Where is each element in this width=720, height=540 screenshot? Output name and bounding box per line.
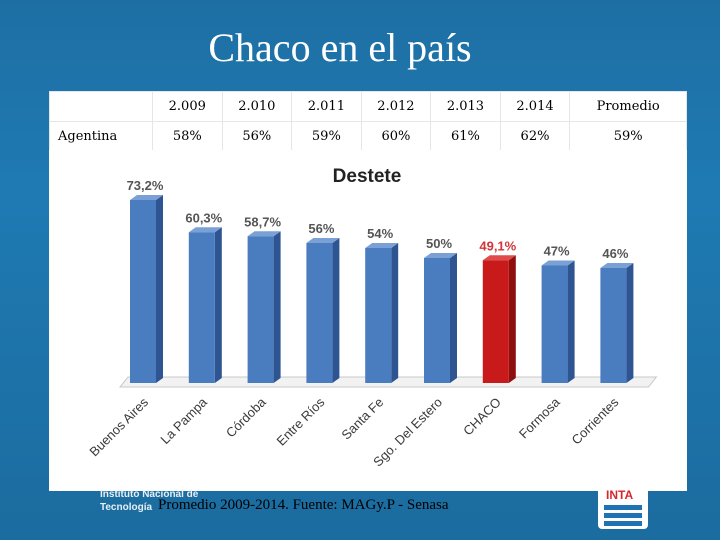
bar-side: [156, 195, 163, 383]
bar-top: [247, 231, 281, 237]
data-label: 50%: [426, 236, 452, 251]
data-label: 60,3%: [185, 210, 222, 225]
bar-formosa: [541, 265, 568, 383]
bar-top: [600, 263, 634, 268]
bar-top: [424, 253, 457, 258]
bar-corrientes: [600, 268, 627, 383]
bar-side: [391, 243, 399, 383]
bar-top: [365, 243, 399, 248]
table-cell: 62%: [499, 121, 571, 152]
table-header-cell: [49, 91, 153, 122]
inta-logo-stripe: [604, 521, 642, 526]
category-label: CHACO: [460, 395, 504, 439]
bar-side: [450, 253, 457, 383]
bar-side: [214, 227, 222, 383]
data-label: 58,7%: [244, 214, 281, 229]
table-cell: 59%: [569, 121, 687, 152]
bar-la-pampa: [188, 232, 215, 383]
data-label: 54%: [367, 226, 393, 241]
inta-logo-stripe: [604, 505, 642, 510]
category-label: Corrientes: [569, 394, 622, 447]
bar-side: [626, 263, 634, 383]
destete-bar-chart: Destete 73,2% Buenos Aires 60,3% La Pampa 58,…: [86, 166, 658, 470]
table-row: Agentina 58% 56% 59% 60% 61% 62% 59%: [49, 121, 687, 152]
institute-logo-line: Tecnología: [100, 502, 153, 513]
source-note: Promedio 2009-2014. Fuente: MAGy.P - Sen…: [158, 497, 449, 513]
inta-logo-word: INTA: [606, 488, 634, 502]
table-header-cell: 2.010: [221, 91, 293, 122]
bar-chaco: [482, 260, 509, 383]
bar-top: [306, 238, 340, 243]
data-label: 47%: [544, 244, 570, 259]
category-label: Córdoba: [223, 394, 269, 440]
table-cell: 61%: [430, 121, 501, 152]
table-cell: 60%: [360, 121, 432, 152]
bar-santa-fe: [365, 248, 392, 383]
table-header-cell: 2.012: [360, 91, 432, 122]
table-cell: 59%: [291, 121, 362, 152]
institute-logo: Instituto Nacional de Tecnología: [100, 488, 260, 528]
bar-top: [188, 227, 222, 233]
data-table: 2.009 2.010 2.011 2.012 2.013 2.014 Prom…: [49, 91, 687, 152]
inta-logo-stripe: [604, 513, 642, 518]
bar-top: [482, 255, 516, 261]
bar-side: [273, 231, 281, 383]
table-cell: 56%: [221, 121, 293, 152]
data-label: 49,1%: [479, 238, 516, 253]
bar-top: [130, 195, 163, 200]
data-label: 46%: [602, 246, 628, 261]
bar-sgo-del-estero: [424, 258, 450, 383]
bar-buenos-aires: [130, 200, 156, 383]
bar-top: [541, 260, 575, 266]
table-header-row: 2.009 2.010 2.011 2.012 2.013 2.014 Prom…: [49, 91, 687, 122]
institute-logo-line: Instituto Nacional de: [100, 489, 199, 500]
category-label: La Pampa: [157, 394, 210, 447]
table-header-cell: 2.011: [291, 91, 362, 122]
table-header-cell: 2.009: [152, 91, 223, 122]
chart-panel: Destete 73,2% Buenos Aires 60,3% La Pampa 58,…: [49, 150, 687, 491]
category-label: Entre Ríos: [273, 394, 327, 448]
category-label: Formosa: [516, 394, 563, 441]
table-header-cell: Promedio: [569, 91, 687, 122]
bar-side: [332, 238, 340, 383]
data-label: 56%: [308, 221, 334, 236]
bar-entre-r-os: [306, 243, 333, 383]
inta-logo: INTA: [598, 485, 648, 529]
table-cell: 58%: [152, 121, 223, 152]
slide-title: Chaco en el país: [208, 25, 472, 70]
table-header-cell: 2.014: [499, 91, 571, 122]
category-label: Buenos Aires: [86, 394, 151, 459]
table-row-label: Agentina: [49, 121, 153, 152]
data-label: 73,2%: [127, 178, 164, 193]
table-header-cell: 2.013: [430, 91, 501, 122]
bar-side: [508, 255, 516, 383]
category-label: Santa Fe: [338, 395, 386, 443]
bar-side: [567, 260, 575, 383]
chart-title: Destete: [333, 166, 402, 187]
bar-c-rdoba: [247, 236, 274, 383]
